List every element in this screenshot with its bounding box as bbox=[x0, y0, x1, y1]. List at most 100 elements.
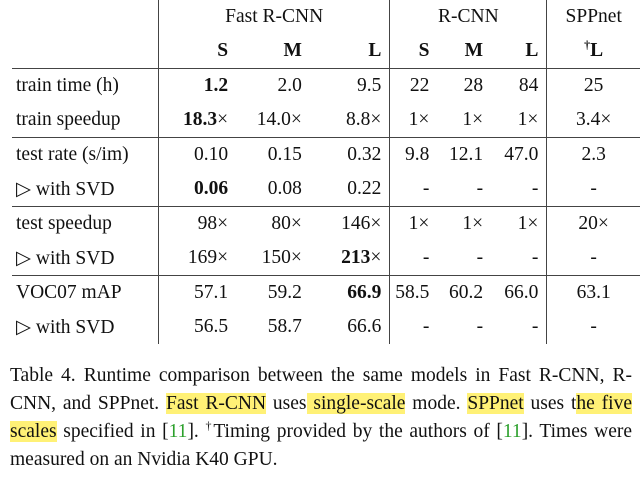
cell-fast-s: 0.06 bbox=[157, 172, 237, 207]
cell-spp-l: - bbox=[546, 241, 640, 276]
subheader-fast-s: S bbox=[157, 34, 237, 69]
header-rcnn: R-CNN bbox=[389, 0, 547, 34]
cell-fast-s: 169× bbox=[157, 241, 237, 276]
cell-spp-l: - bbox=[546, 172, 640, 207]
row-label: train speedup bbox=[16, 109, 121, 130]
subheader-spp-l-text: L bbox=[590, 40, 604, 61]
cell-fast-l: 213× bbox=[310, 241, 390, 276]
dagger-mark: † bbox=[584, 37, 591, 52]
cell-spp-l: 20× bbox=[546, 206, 640, 241]
cell-rcnn-m: - bbox=[476, 178, 484, 199]
cell-spp-l: 63.1 bbox=[546, 275, 640, 310]
subheader-fast-l: L bbox=[368, 40, 382, 61]
cell-rcnn-s: - bbox=[389, 241, 438, 276]
cell-fast-m: 0.08 bbox=[267, 178, 302, 199]
cell-fast-s: 18.3× bbox=[157, 103, 237, 138]
cell-rcnn-m: 1× bbox=[437, 206, 492, 241]
cell-rcnn-s: - bbox=[389, 172, 438, 207]
table-caption: Table 4. Runtime comparison between the … bbox=[10, 362, 633, 474]
cell-rcnn-l: 47.0 bbox=[491, 137, 547, 172]
cell-fast-s: 56.5 bbox=[157, 310, 237, 344]
cell-fast-s: 57.1 bbox=[157, 275, 237, 310]
times-sign: × bbox=[370, 247, 382, 268]
cell-fast-l: 66.6 bbox=[347, 316, 382, 337]
citation-link[interactable]: 11 bbox=[502, 421, 522, 442]
cell-value-bold: 1.2 bbox=[203, 75, 229, 96]
caption-text: Table 4. Runtime comparison between the … bbox=[10, 365, 632, 414]
cell-rcnn-l: 1× bbox=[491, 206, 547, 241]
subheader-rcnn-l: L bbox=[525, 40, 539, 61]
cell-rcnn-l: - bbox=[531, 247, 539, 268]
cell-rcnn-l: 66.0 bbox=[491, 275, 547, 310]
cell-rcnn-l: 1× bbox=[517, 109, 539, 130]
cell-rcnn-s: - bbox=[389, 310, 438, 344]
cell-fast-s: 1.2 bbox=[157, 68, 237, 103]
cell-spp-l: - bbox=[546, 310, 640, 344]
caption-text: uses bbox=[266, 393, 307, 414]
cell-value-bold: 18.3 bbox=[182, 109, 218, 130]
table-row: ▷ with SVD 0.06 0.08 0.22 - - - - bbox=[12, 172, 640, 207]
table-row: test speedup 98× 80× 146× 1× 1× 1× 20× bbox=[12, 206, 640, 241]
table-row: VOC07 mAP 57.1 59.2 66.9 58.5 60.2 66.0 … bbox=[12, 275, 640, 310]
cell-fast-l: 146× bbox=[309, 206, 390, 241]
subheader-rcnn-m: M bbox=[464, 40, 484, 61]
caption-text: ]. Times were measured on an Nvidia K40 … bbox=[10, 421, 633, 470]
row-label: VOC07 mAP bbox=[12, 275, 159, 310]
cell-fast-m: 14.0× bbox=[256, 109, 302, 130]
table-row: train speedup 18.3× 14.0× 8.8× 1× 1× 1× … bbox=[12, 103, 640, 138]
runtime-comparison-table: Fast R-CNN R-CNN SPPnet S M L S M L †L t… bbox=[12, 0, 640, 344]
cell-fast-m: 80× bbox=[236, 206, 310, 241]
cell-fast-l: 66.9 bbox=[309, 275, 390, 310]
cell-rcnn-l: - bbox=[531, 316, 539, 337]
highlight-single-scale: single-scale bbox=[306, 393, 406, 414]
table-row: ▷ with SVD 56.5 58.7 66.6 - - - - bbox=[12, 310, 640, 344]
row-label: test rate (s/im) bbox=[12, 137, 159, 172]
row-label: train time (h) bbox=[12, 68, 159, 103]
citation-link[interactable]: 11 bbox=[168, 421, 188, 442]
header-sppnet: SPPnet bbox=[546, 0, 640, 34]
cell-rcnn-s: 22 bbox=[389, 68, 438, 103]
caption-text: mode. bbox=[405, 393, 468, 414]
cell-fast-m: 150× bbox=[261, 247, 302, 268]
cell-spp-l: 25 bbox=[546, 68, 640, 103]
cell-value-bold: 0.06 bbox=[193, 178, 229, 199]
cell-spp-l: 2.3 bbox=[546, 137, 640, 172]
cell-spp-l: 3.4× bbox=[546, 103, 640, 138]
cell-value-bold: 213 bbox=[341, 247, 371, 268]
times-sign: × bbox=[217, 109, 229, 130]
cell-fast-m: 59.2 bbox=[236, 275, 310, 310]
cell-value-bold: 66.9 bbox=[347, 282, 382, 303]
table-row: test rate (s/im) 0.10 0.15 0.32 9.8 12.1… bbox=[12, 137, 640, 172]
cell-fast-m: 58.7 bbox=[267, 316, 302, 337]
cell-rcnn-s: 9.8 bbox=[389, 137, 438, 172]
subheader-spp-l: †L bbox=[546, 34, 640, 69]
dagger-mark: † bbox=[205, 418, 214, 433]
cell-rcnn-m: - bbox=[476, 247, 484, 268]
cell-rcnn-s: 1× bbox=[389, 206, 438, 241]
caption-text: specified in [ bbox=[56, 421, 169, 442]
cell-fast-l: 0.32 bbox=[309, 137, 390, 172]
cell-fast-m: 0.15 bbox=[236, 137, 310, 172]
cell-rcnn-m: 28 bbox=[437, 68, 492, 103]
subheader-fast-m: M bbox=[283, 40, 302, 61]
cell-fast-m: 2.0 bbox=[236, 68, 310, 103]
row-label: test speedup bbox=[12, 206, 159, 241]
table-row: train time (h) 1.2 2.0 9.5 22 28 84 25 bbox=[12, 68, 640, 103]
group-header-row: Fast R-CNN R-CNN SPPnet bbox=[12, 0, 640, 34]
caption-text: Timing provided by the authors of [ bbox=[213, 421, 503, 442]
row-label: ▷ with SVD bbox=[16, 179, 115, 200]
subheader-rcnn-s: S bbox=[389, 34, 438, 69]
table-row: ▷ with SVD 169× 150× 213× - - - - bbox=[12, 241, 640, 276]
cell-rcnn-s: 58.5 bbox=[389, 275, 438, 310]
subheader-row: S M L S M L †L bbox=[12, 34, 640, 69]
row-label: ▷ with SVD bbox=[16, 317, 115, 338]
cell-rcnn-m: 1× bbox=[462, 109, 484, 130]
cell-rcnn-l: 84 bbox=[491, 68, 547, 103]
cell-rcnn-s: 1× bbox=[389, 103, 438, 138]
caption-text: uses t bbox=[523, 393, 577, 414]
cell-fast-l: 9.5 bbox=[309, 68, 390, 103]
row-label: ▷ with SVD bbox=[16, 248, 115, 269]
cell-fast-l: 8.8× bbox=[346, 109, 382, 130]
header-fast-rcnn: Fast R-CNN bbox=[157, 0, 390, 34]
cell-rcnn-m: - bbox=[476, 316, 484, 337]
